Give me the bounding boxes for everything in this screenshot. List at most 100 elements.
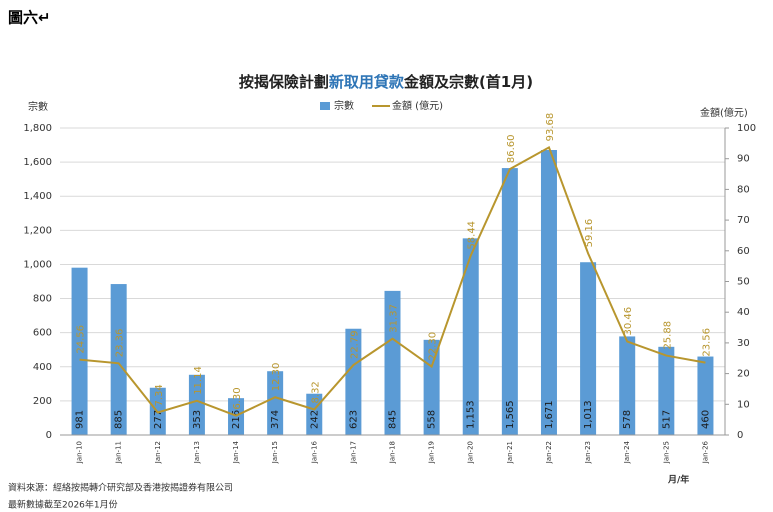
y-tick-label: 400 — [33, 362, 52, 373]
line-value-label: 58.44 — [467, 221, 478, 250]
bar-value-label: 277 — [153, 410, 164, 429]
update-note: 最新數據截至2026年1月份 — [8, 499, 118, 511]
line-value-label: 12.30 — [271, 363, 282, 392]
bar-value-label: 1,671 — [544, 400, 555, 429]
y-tick-label: 1,000 — [23, 259, 52, 270]
title-part: 按揭保險計劃 — [239, 73, 329, 91]
x-tick-label: Jan-16 — [310, 440, 318, 464]
x-tick-label: Jan-18 — [389, 441, 397, 464]
bar — [188, 374, 205, 435]
y-tick-label: 1,400 — [23, 191, 52, 202]
x-tick-label: Jan-23 — [584, 441, 592, 464]
bar-value-label: 885 — [114, 410, 125, 429]
y-tick-label: 600 — [33, 328, 52, 339]
y-tick-label: 1,800 — [23, 123, 52, 134]
y2-tick-label: 70 — [737, 215, 750, 226]
y-tick-label: 0 — [46, 430, 52, 441]
y2-tick-label: 0 — [737, 430, 743, 441]
bar — [658, 346, 675, 435]
bar — [110, 284, 127, 435]
y2-tick-label: 40 — [737, 307, 750, 318]
y2-tick-label: 90 — [737, 154, 750, 165]
line-value-label: 22.30 — [428, 332, 439, 361]
bar-value-label: 623 — [348, 410, 359, 429]
title-part: 金額及宗數(首1月) — [403, 73, 533, 91]
bar — [462, 238, 479, 435]
line-value-label: 23.56 — [701, 328, 712, 357]
bar — [580, 262, 597, 435]
x-tick-label: Jan-13 — [193, 441, 201, 464]
x-tick-label: Jan-22 — [545, 441, 553, 464]
line-value-label: 25.88 — [662, 321, 673, 350]
bar-value-label: 242 — [309, 410, 320, 429]
x-tick-label: Jan-11 — [115, 441, 123, 464]
y-tick-label: 1,200 — [23, 225, 52, 236]
bar — [345, 328, 362, 435]
bar-value-label: 517 — [661, 410, 672, 429]
x-tick-label: Jan-14 — [232, 440, 240, 464]
legend-label: 金額 (億元) — [392, 99, 443, 112]
y-tick-label: 1,600 — [23, 157, 52, 168]
line-value-label: 59.16 — [584, 219, 595, 248]
x-tick-label: Jan-17 — [349, 441, 357, 464]
line-value-label: 93.68 — [545, 113, 556, 142]
bar — [71, 267, 88, 435]
bar-value-label: 1,565 — [505, 400, 516, 429]
x-tick-label: Jan-25 — [662, 441, 670, 464]
bar-value-label: 578 — [622, 410, 633, 429]
bar — [619, 336, 636, 435]
line — [79, 145, 706, 417]
line-value-label: 31.37 — [389, 304, 400, 333]
bar — [697, 356, 714, 435]
legend-swatch — [320, 102, 330, 110]
figure-label: 圖六↵ — [8, 9, 51, 27]
x-tick-label: Jan-26 — [701, 440, 709, 464]
bar — [540, 150, 557, 436]
x-tick-label: Jan-15 — [271, 441, 279, 464]
y2-tick-label: 50 — [737, 277, 750, 288]
bar-value-label: 374 — [270, 410, 281, 429]
legend-label: 宗數 — [334, 99, 354, 112]
x-tick-label: Jan-20 — [467, 441, 475, 464]
x-tick-label: Jan-21 — [506, 441, 514, 464]
y2-tick-label: 10 — [737, 399, 750, 410]
y-tick-label: 200 — [33, 396, 52, 407]
bar-value-label: 1,153 — [466, 400, 477, 429]
line-value-label: 23.36 — [115, 329, 126, 358]
bar — [501, 168, 518, 435]
bar-value-label: 558 — [427, 410, 438, 429]
bar-value-label: 216 — [231, 410, 242, 429]
y2-tick-label: 100 — [737, 123, 756, 134]
y-axis-label: 宗數 — [28, 100, 48, 113]
line-value-label: 11.14 — [193, 366, 204, 395]
y2-tick-label: 80 — [737, 184, 750, 195]
line-value-label: 6.30 — [232, 387, 243, 409]
y-tick-label: 800 — [33, 294, 52, 305]
x-tick-label: Jan-12 — [154, 441, 162, 464]
x-tick-label: Jan-24 — [623, 440, 631, 464]
x-axis-label: 月/年 — [667, 474, 689, 486]
source-note: 資料來源：經絡按揭轉介研究部及香港按揭證券有限公司 — [8, 482, 233, 494]
bar-value-label: 1,013 — [583, 400, 594, 429]
line-value-label: 8.32 — [310, 381, 321, 403]
line-value-label: 7.34 — [154, 384, 165, 406]
bar-value-label: 845 — [388, 410, 399, 429]
x-tick-label: Jan-19 — [428, 441, 436, 464]
line-value-label: 24.56 — [76, 325, 87, 354]
bar-value-label: 353 — [192, 410, 203, 429]
y2-tick-label: 20 — [737, 369, 750, 380]
line-value-label: 22.79 — [349, 330, 360, 359]
bar-value-label: 460 — [700, 410, 711, 429]
line-value-label: 86.60 — [506, 134, 517, 163]
line-value-label: 30.46 — [623, 307, 634, 336]
bar — [384, 290, 401, 435]
bar-value-label: 981 — [75, 410, 86, 429]
bar — [267, 371, 284, 435]
y2-tick-label: 30 — [737, 338, 750, 349]
chart-title: 按揭保險計劃新取用貸款金額及宗數(首1月) — [239, 73, 533, 91]
x-tick-label: Jan-10 — [76, 441, 84, 464]
y2-tick-label: 60 — [737, 246, 750, 257]
y2-axis-label: 金額(億元) — [700, 106, 748, 119]
title-highlight: 新取用貸款 — [329, 73, 405, 91]
